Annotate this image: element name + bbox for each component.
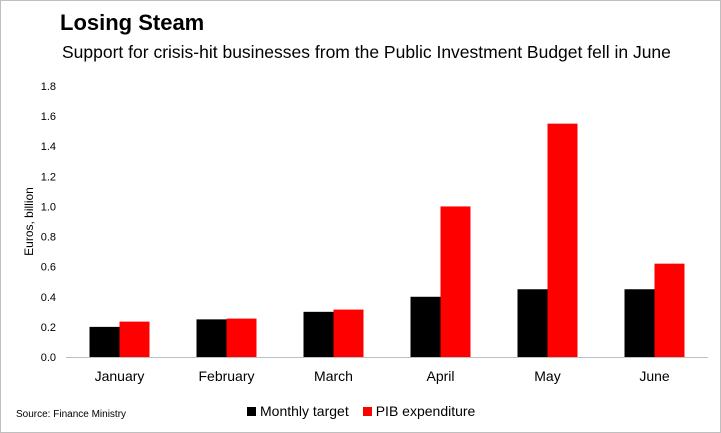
legend-item-monthly-target: Monthly target xyxy=(247,403,349,419)
legend-label-monthly-target: Monthly target xyxy=(260,403,349,419)
bar-pib-expenditure xyxy=(547,123,578,357)
x-tick-label: February xyxy=(198,368,254,384)
chart-subtitle: Support for crisis-hit businesses from t… xyxy=(62,42,671,62)
y-tick-label: 0.6 xyxy=(41,262,56,274)
y-tick-label: 1.0 xyxy=(41,201,56,213)
bar-pib-expenditure xyxy=(440,206,471,357)
y-tick-label: 0.0 xyxy=(41,352,56,364)
y-tick-label: 1.4 xyxy=(41,141,56,153)
x-tick-label: March xyxy=(314,368,353,384)
bar-pib-expenditure xyxy=(333,309,364,357)
chart-legend: Monthly target PIB expenditure xyxy=(247,403,489,419)
bar-monthly-target xyxy=(303,311,334,357)
x-tick-label: January xyxy=(95,368,145,384)
legend-item-pib-expenditure: PIB expenditure xyxy=(362,403,476,419)
bar-monthly-target xyxy=(624,289,655,357)
bar-monthly-target xyxy=(196,319,227,357)
bar-pib-expenditure xyxy=(119,321,150,357)
y-tick-label: 1.2 xyxy=(41,171,56,183)
source-note: Source: Finance Ministry xyxy=(16,409,127,420)
y-tick-label: 0.4 xyxy=(41,292,56,304)
y-tick-label: 1.6 xyxy=(41,111,56,123)
x-tick-label: May xyxy=(534,368,560,384)
y-axis-label: Euros, billion xyxy=(22,187,36,256)
bar-pib-expenditure xyxy=(654,263,685,357)
bar-monthly-target xyxy=(410,296,441,357)
bar-monthly-target xyxy=(89,326,120,357)
legend-swatch-monthly-target xyxy=(247,406,256,416)
legend-label-pib-expenditure: PIB expenditure xyxy=(375,403,476,419)
y-tick-label: 0.8 xyxy=(41,232,56,244)
bar-pib-expenditure xyxy=(226,318,257,357)
x-tick-label: April xyxy=(426,368,454,384)
legend-swatch-pib-expenditure xyxy=(362,406,372,416)
y-tick-label: 1.8 xyxy=(41,81,56,93)
y-tick-label: 0.2 xyxy=(41,322,56,334)
bar-monthly-target xyxy=(517,289,548,357)
chart-title: Losing Steam xyxy=(60,10,205,35)
x-tick-label: June xyxy=(639,368,670,384)
